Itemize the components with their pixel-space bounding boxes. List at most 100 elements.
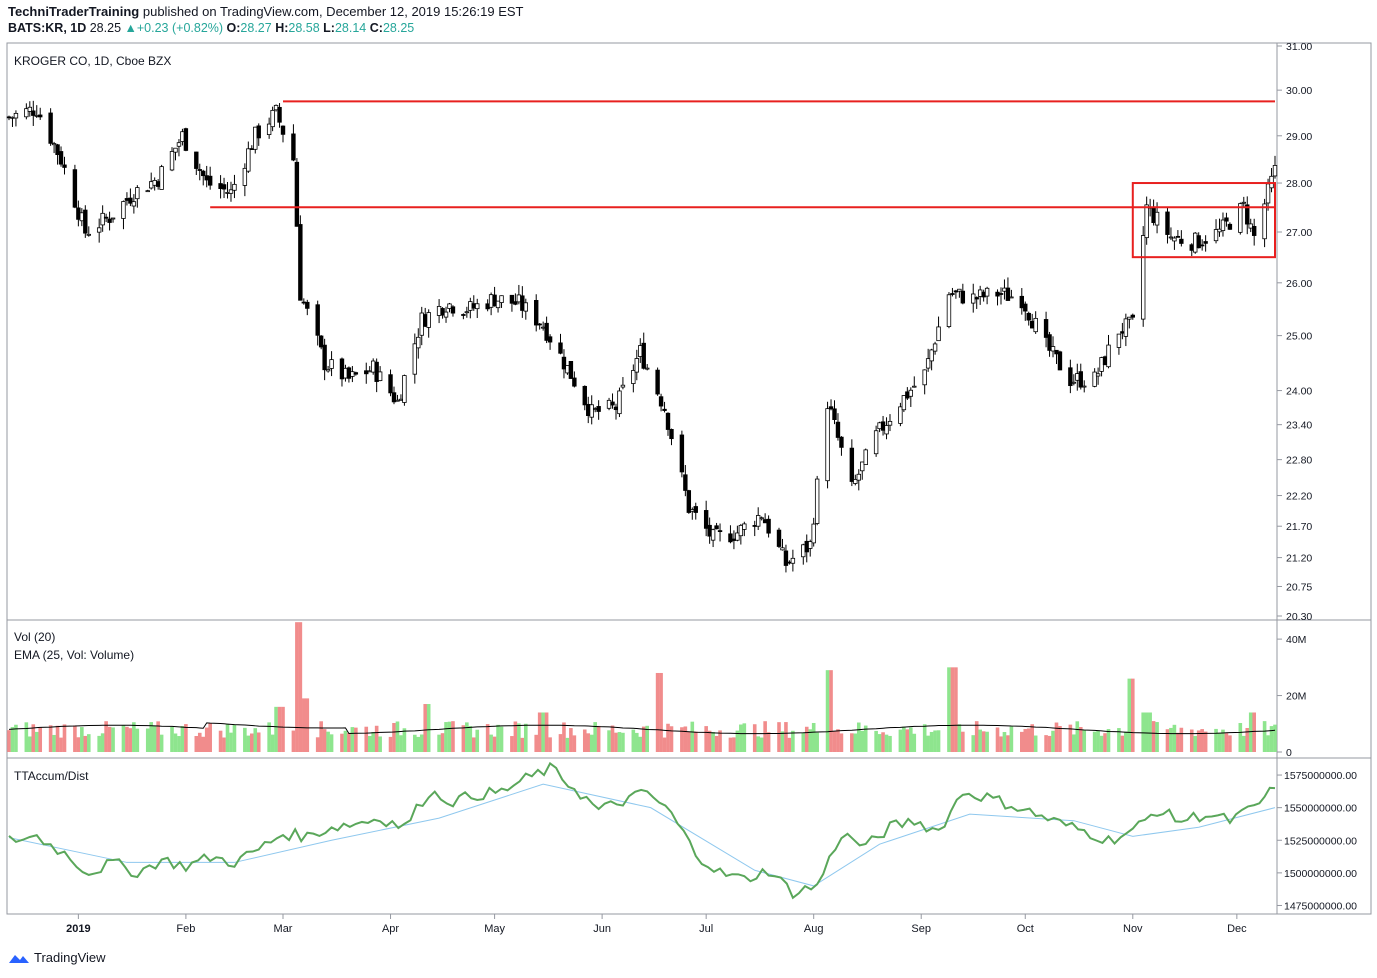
candle-body — [936, 326, 941, 342]
volume-bar — [1075, 721, 1080, 752]
volume-bar — [947, 667, 951, 752]
volume-bar — [232, 724, 237, 752]
candle-body — [984, 287, 990, 297]
candle-body — [253, 126, 258, 150]
candle-body — [443, 311, 449, 318]
volume-bar — [1099, 735, 1104, 752]
volume-tick-label: 0 — [1286, 747, 1292, 759]
volume-bar — [173, 733, 178, 752]
volume-bar — [926, 735, 930, 752]
candle-body — [905, 391, 910, 399]
volume-bar — [423, 704, 428, 752]
change-value: +0.23 (+0.82%) — [136, 21, 224, 35]
candle-body — [38, 114, 43, 118]
candle-body — [1095, 373, 1101, 377]
candle-body — [1220, 219, 1226, 231]
candle-body — [450, 306, 456, 314]
candle-body — [1151, 207, 1156, 223]
candle-body — [929, 349, 934, 362]
candle-body — [1168, 236, 1174, 239]
volume-bar — [711, 732, 715, 752]
volume-axis: 40M 20M 0 — [1277, 634, 1306, 759]
volume-bar — [419, 734, 424, 752]
volume-bar — [881, 732, 885, 752]
volume-bar — [617, 732, 622, 752]
volume-bar — [1144, 712, 1149, 752]
candle-body — [693, 506, 698, 513]
candle-body — [1248, 223, 1253, 229]
price-tick-label: 26.00 — [1286, 278, 1312, 290]
volume-bar — [243, 727, 247, 752]
candle-body — [447, 303, 452, 309]
volume-bar — [909, 727, 913, 752]
candle-body — [863, 449, 868, 466]
candle-body — [565, 365, 570, 374]
candle-body — [388, 374, 393, 394]
candle-body — [374, 361, 379, 382]
candle-body — [277, 106, 282, 123]
candle-body — [925, 358, 931, 369]
volume-bar — [732, 737, 736, 752]
candle-body — [419, 312, 424, 336]
volume-bar — [784, 722, 788, 752]
time-tick-label: Apr — [382, 923, 399, 935]
volume-bar — [631, 729, 636, 752]
volume-bar — [1072, 734, 1076, 752]
candle-body — [124, 198, 130, 201]
candle-body — [783, 550, 789, 566]
consolidation-box[interactable] — [1131, 182, 1276, 259]
volume-bar — [1141, 712, 1145, 752]
candle-body — [1030, 320, 1035, 329]
candle-body — [1241, 201, 1246, 204]
candle-body — [873, 430, 879, 455]
volume-bar — [1221, 729, 1225, 752]
volume-bar — [132, 722, 136, 752]
candle-body — [322, 344, 327, 371]
volume-bar — [687, 731, 691, 752]
volume-bar — [1224, 733, 1229, 752]
volume-bar — [999, 736, 1003, 752]
accum-pane[interactable] — [6, 757, 1372, 915]
volume-bar — [607, 730, 611, 752]
volume-bar — [582, 729, 587, 752]
candle-body — [343, 367, 348, 379]
volume-bar — [752, 724, 757, 752]
candle-body — [998, 293, 1004, 295]
candle-body — [377, 371, 383, 382]
volume-bar — [496, 724, 500, 752]
volume-bar — [152, 725, 157, 752]
candle-body — [79, 212, 85, 222]
candle-body — [1116, 333, 1122, 348]
price-tick-label: 22.80 — [1286, 455, 1312, 467]
volume-bar — [1148, 712, 1152, 752]
price-pane[interactable] — [6, 42, 1372, 621]
volume-bar — [170, 726, 174, 752]
candle-body — [207, 175, 213, 186]
time-tick-label: Sep — [911, 923, 931, 935]
candle-body — [665, 412, 671, 430]
candle-body — [1023, 303, 1028, 312]
volume-bar — [634, 732, 639, 752]
candle-body — [318, 335, 324, 348]
candle-body — [201, 170, 206, 177]
candle-body — [131, 201, 137, 207]
time-tick-label: Nov — [1123, 923, 1143, 935]
footer-brand[interactable]: TradingView — [34, 950, 106, 965]
volume-bar — [978, 729, 982, 752]
close-value: 28.25 — [382, 21, 415, 35]
candle-body — [128, 197, 133, 204]
accum-tick-label: 1550000000.00 — [1284, 803, 1357, 815]
volume-bar — [666, 723, 670, 752]
volume-bar — [1214, 728, 1218, 752]
publisher-name[interactable]: TechniTraderTraining — [8, 4, 140, 19]
candle-body — [83, 209, 88, 234]
volume-bar — [562, 722, 566, 752]
volume-bar — [534, 734, 539, 752]
candle-body — [835, 421, 841, 438]
price-tick-label: 28.00 — [1286, 178, 1312, 190]
volume-bar — [954, 667, 958, 752]
volume-bar — [1241, 735, 1246, 752]
candle-body — [13, 112, 19, 119]
volume-bar — [1002, 732, 1007, 752]
